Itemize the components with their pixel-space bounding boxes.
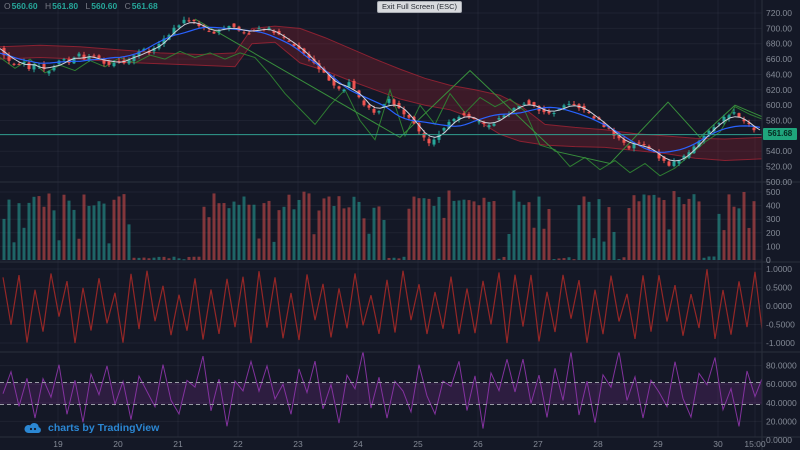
watermark-text: charts by TradingView: [48, 422, 160, 434]
time-tick-label: 22: [233, 439, 243, 449]
time-tick-label: 27: [533, 439, 543, 449]
osc-tick-label: 0.0000: [766, 301, 792, 311]
oscillator-line: [2, 269, 762, 344]
time-tick-label: 25: [413, 439, 423, 449]
price-axis[interactable]: 720.00 700.00 680.00 660.00 640.00 620.00 600.…: [766, 8, 797, 445]
last-price-badge[interactable]: 561.68: [763, 128, 797, 140]
price-tick-label: 660.00: [766, 54, 792, 64]
time-tick-label: 26: [473, 439, 483, 449]
vol-tick-label: 0: [766, 255, 771, 265]
chop-tick-label: 20.0000: [766, 416, 797, 426]
time-tick-label: 15:00: [744, 439, 766, 449]
price-tick-label: 600.00: [766, 100, 792, 110]
tradingview-watermark[interactable]: charts by TradingView: [24, 422, 159, 434]
chop-tick-label: 0.0000: [766, 435, 792, 445]
time-tick-label: 29: [653, 439, 663, 449]
low-label: L: [85, 1, 91, 11]
price-tick-label: 640.00: [766, 69, 792, 79]
price-tick-label: 520.00: [766, 162, 792, 172]
chop-tick-label: 60.0000: [766, 379, 797, 389]
price-tick-label: 540.00: [766, 146, 792, 156]
green-trend-line: [194, 18, 762, 165]
close-value: 561.68: [131, 1, 158, 11]
vol-tick-label: 100: [766, 241, 780, 251]
tradingview-cloud-icon: [24, 423, 41, 434]
price-panel[interactable]: [0, 16, 800, 177]
time-tick-label: 28: [593, 439, 603, 449]
osc-tick-label: -1.0000: [766, 338, 795, 348]
volume-panel[interactable]: [2, 190, 756, 261]
price-tick-label: 620.00: [766, 85, 792, 95]
time-tick-label: 20: [113, 439, 123, 449]
open-value: 560.60: [11, 1, 38, 11]
time-tick-label: 30: [713, 439, 723, 449]
osc-tick-label: 1.0000: [766, 264, 792, 274]
osc-tick-label: -0.5000: [766, 320, 795, 330]
cloud-lower-edge: [0, 41, 762, 162]
high-value: 561.80: [52, 1, 79, 11]
vol-tick-label: 400: [766, 201, 780, 211]
exit-fullscreen-tooltip: Exit Full Screen (ESC): [377, 1, 463, 13]
time-tick-label: 23: [293, 439, 303, 449]
time-axis[interactable]: 19 20 21 22 23 24 25 26 27 28 29 30 15:00: [53, 439, 766, 449]
oscillator-panel[interactable]: [2, 269, 763, 344]
ma-fast-line: [0, 22, 761, 162]
price-tick-label: 580.00: [766, 116, 792, 126]
time-tick-label: 21: [173, 439, 183, 449]
chop-tick-label: 40.0000: [766, 398, 797, 408]
vol-tick-label: 500: [766, 187, 780, 197]
cloud-upper-edge: [0, 25, 762, 140]
chop-band: [0, 382, 762, 405]
low-value: 560.60: [91, 1, 118, 11]
price-tick-label: 500.00: [766, 177, 792, 187]
ma-slow-line: [0, 26, 761, 153]
price-tick-label: 700.00: [766, 23, 792, 33]
close-label: C: [124, 1, 131, 11]
chop-tick-label: 80.0000: [766, 361, 797, 371]
price-tick-label: 680.00: [766, 39, 792, 49]
choppiness-line: [2, 352, 762, 429]
choppiness-panel[interactable]: [0, 352, 763, 429]
ohlc-legend: O560.60 H561.80 L560.60 C561.68: [4, 1, 158, 11]
ichimoku-cloud: [0, 26, 762, 161]
high-label: H: [45, 1, 52, 11]
open-label: O: [4, 1, 11, 11]
vol-tick-label: 200: [766, 228, 780, 238]
time-tick-label: 19: [53, 439, 63, 449]
time-tick-label: 24: [353, 439, 363, 449]
vol-tick-label: 300: [766, 214, 780, 224]
price-tick-label: 720.00: [766, 8, 792, 18]
osc-tick-label: 0.5000: [766, 283, 792, 293]
